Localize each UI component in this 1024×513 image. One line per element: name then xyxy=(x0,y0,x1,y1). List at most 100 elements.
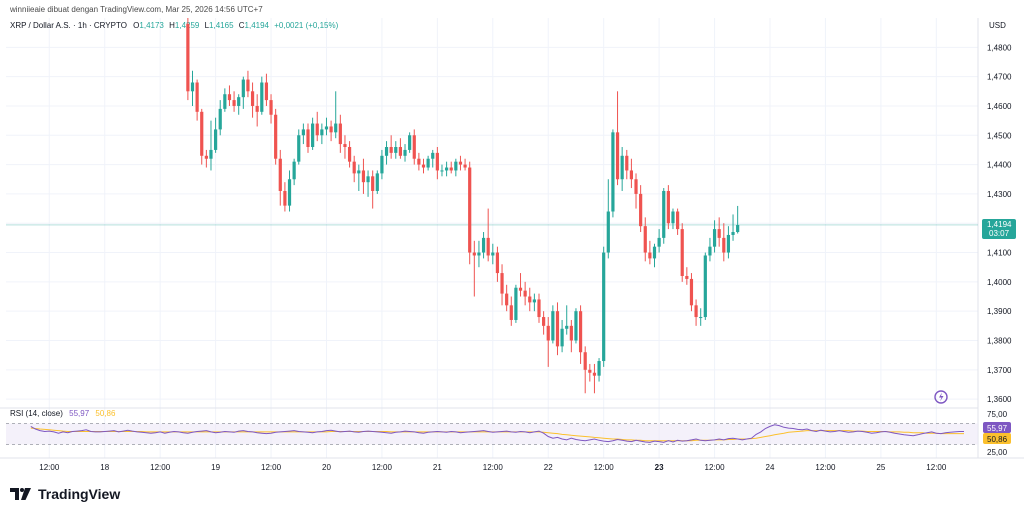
candle-body xyxy=(620,155,624,180)
price-tick-label: 1,4700 xyxy=(987,73,1012,82)
candle-body xyxy=(565,325,569,329)
candle-body xyxy=(500,273,504,294)
tradingview-logo[interactable]: TradingView xyxy=(10,486,120,502)
time-axis[interactable]: 12:00 18 12:00 19 12:00 20 12:00 21 12:00 22 12:00… xyxy=(39,463,947,472)
candle-body xyxy=(440,170,444,172)
candle-body xyxy=(190,82,195,92)
candle-body xyxy=(343,144,347,147)
candle-body xyxy=(676,211,680,230)
time-tick-label: 12:00 xyxy=(483,463,504,472)
candle-body xyxy=(509,305,513,320)
candle-body xyxy=(241,79,245,98)
candle-body xyxy=(297,135,301,162)
last-price-badge: 1,4194 03:07 xyxy=(982,218,1016,239)
candle-body xyxy=(324,126,329,130)
change-value: +0,0021 (+0,15%) xyxy=(274,21,338,30)
rsi-value-badge xyxy=(983,422,1011,433)
candle-body xyxy=(648,252,652,259)
candle-body xyxy=(523,290,527,297)
candle-body xyxy=(403,149,407,156)
candle-body xyxy=(421,164,426,168)
candle-body xyxy=(283,190,287,206)
candle-body xyxy=(311,123,315,147)
candle-body xyxy=(315,123,319,136)
time-tick-label: 25 xyxy=(876,463,885,472)
candle-body xyxy=(237,97,241,106)
time-tick-label: 12:00 xyxy=(705,463,726,472)
time-tick-label: 12:00 xyxy=(372,463,393,472)
rsi-ma-badge-text: 50,86 xyxy=(987,435,1008,444)
candle-body xyxy=(703,255,707,318)
time-tick-label: 12:00 xyxy=(815,463,836,472)
last-price-value: 1,4194 xyxy=(987,220,1012,229)
candle-body xyxy=(366,176,370,183)
lightning-icon[interactable] xyxy=(934,390,948,404)
candle-body xyxy=(338,123,342,145)
candle-body xyxy=(731,232,735,235)
price-tick-label: 1,4400 xyxy=(987,161,1012,170)
price-tick-label: 1,3900 xyxy=(987,307,1012,316)
candle-body xyxy=(546,325,550,341)
price-tick-label: 1,4500 xyxy=(987,131,1012,140)
candle-body xyxy=(588,369,592,373)
candle-body xyxy=(726,234,731,253)
candle-body xyxy=(357,170,361,174)
price-tick-label: 1,3800 xyxy=(987,337,1012,346)
currency-label: USD xyxy=(989,21,1006,30)
rsi-level-lower-label: 25,00 xyxy=(987,448,1008,457)
candle-body xyxy=(371,176,375,191)
candle-body xyxy=(629,170,633,180)
candle-body xyxy=(472,252,476,256)
rsi-legend: RSI (14, close) 55,97 50,86 xyxy=(10,409,116,418)
candle-body xyxy=(431,152,435,159)
candle-body xyxy=(218,108,222,130)
candle-body xyxy=(260,82,264,112)
candle-body xyxy=(481,237,486,253)
candle-body xyxy=(454,161,458,171)
candlestick-series xyxy=(186,18,740,394)
rsi-band xyxy=(6,423,978,445)
candle-body xyxy=(518,287,523,291)
candle-body xyxy=(597,361,601,376)
time-tick-label: 23 xyxy=(655,463,664,472)
candle-body xyxy=(532,299,536,303)
candle-body xyxy=(551,311,555,341)
candle-body xyxy=(200,111,204,156)
time-tick-label: 22 xyxy=(544,463,553,472)
candle-body xyxy=(611,132,615,212)
candle-body xyxy=(736,224,740,233)
candle-body xyxy=(264,82,269,101)
open-value: 1,4173 xyxy=(139,21,164,30)
candle-body xyxy=(375,173,379,191)
candle-body xyxy=(495,252,500,274)
time-tick-label: 12:00 xyxy=(926,463,947,472)
candle-body xyxy=(394,147,398,153)
chart-credit: winniieaie dibuat dengan TradingView.com… xyxy=(9,5,263,14)
candle-body xyxy=(329,126,333,133)
candle-body xyxy=(417,158,421,165)
symbol-name: XRP / Dollar A.S. · 1h · CRYPTO xyxy=(10,21,127,30)
rsi-legend-ma: 50,86 xyxy=(95,409,116,418)
candle-body xyxy=(592,372,597,376)
candle-body xyxy=(578,311,583,353)
candle-body xyxy=(560,328,564,347)
candle-body xyxy=(574,311,578,341)
candle-body xyxy=(615,132,620,180)
low-value: 1,4165 xyxy=(209,21,234,30)
candle-body xyxy=(186,23,190,92)
candle-body xyxy=(334,123,338,133)
candle-body xyxy=(352,161,356,174)
tradingview-brand: TradingView xyxy=(38,486,121,502)
price-tick-label: 1,4100 xyxy=(987,249,1012,258)
price-tick-label: 1,4600 xyxy=(987,102,1012,111)
candle-body xyxy=(320,129,324,136)
candle-body xyxy=(602,252,606,362)
candle-body xyxy=(426,158,430,168)
candle-body xyxy=(671,211,675,224)
rsi-pane xyxy=(6,423,978,445)
candle-body xyxy=(634,179,638,194)
candle-body xyxy=(680,229,684,276)
candle-body xyxy=(274,114,278,159)
rsi-line xyxy=(30,424,964,443)
